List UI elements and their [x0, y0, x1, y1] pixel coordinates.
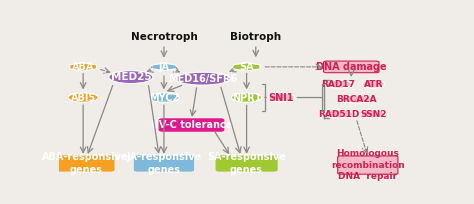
Ellipse shape	[362, 80, 384, 88]
Ellipse shape	[231, 93, 262, 102]
Text: ABI5: ABI5	[71, 93, 96, 103]
Text: BRCA2A: BRCA2A	[336, 95, 376, 104]
Polygon shape	[70, 63, 97, 71]
Text: JA: JA	[158, 62, 169, 72]
Ellipse shape	[340, 95, 372, 103]
FancyBboxPatch shape	[134, 156, 193, 171]
Ellipse shape	[324, 110, 353, 118]
Text: SA-responsive
genes: SA-responsive genes	[207, 152, 286, 175]
Ellipse shape	[325, 80, 352, 88]
FancyBboxPatch shape	[324, 61, 379, 73]
Text: Biotroph: Biotroph	[230, 32, 282, 42]
Ellipse shape	[361, 110, 385, 118]
Text: ABA: ABA	[72, 62, 94, 72]
Text: UV-C tolerance: UV-C tolerance	[151, 120, 232, 130]
Polygon shape	[233, 63, 260, 71]
Text: MYC2: MYC2	[149, 93, 179, 103]
FancyBboxPatch shape	[57, 156, 114, 171]
Polygon shape	[152, 63, 176, 71]
FancyBboxPatch shape	[159, 119, 224, 131]
Ellipse shape	[175, 72, 230, 85]
Text: JA-responsive
genes: JA-responsive genes	[126, 152, 201, 175]
FancyBboxPatch shape	[337, 156, 398, 174]
Text: DNA damage: DNA damage	[316, 62, 387, 72]
Ellipse shape	[109, 71, 153, 84]
Text: SSN2: SSN2	[360, 110, 387, 119]
Text: RAD17: RAD17	[321, 80, 356, 89]
Text: Necrotroph: Necrotroph	[130, 32, 197, 42]
Text: SNI1: SNI1	[269, 93, 294, 103]
Text: RAD51D: RAD51D	[318, 110, 359, 119]
Text: ATR: ATR	[364, 80, 383, 89]
FancyBboxPatch shape	[216, 156, 277, 171]
Ellipse shape	[68, 93, 98, 102]
Text: MED25: MED25	[110, 72, 151, 82]
Text: SA: SA	[239, 62, 254, 72]
Text: ABA-responsive
genes: ABA-responsive genes	[42, 152, 129, 175]
Ellipse shape	[269, 93, 294, 102]
Text: NPR1: NPR1	[232, 93, 261, 103]
Ellipse shape	[149, 93, 179, 102]
Text: Homologous
recombination
DNA  repair: Homologous recombination DNA repair	[331, 150, 405, 181]
Text: MED16/SFR6: MED16/SFR6	[168, 74, 237, 84]
